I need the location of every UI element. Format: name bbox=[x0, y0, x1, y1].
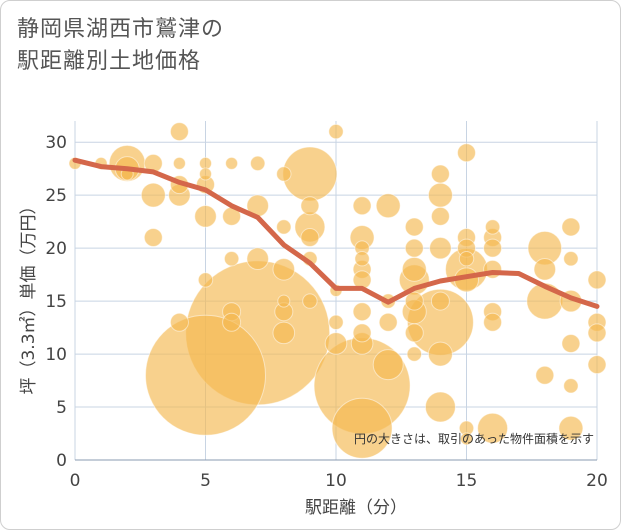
y-tick-label: 30 bbox=[45, 133, 67, 153]
y-tick-label: 0 bbox=[56, 451, 67, 471]
y-tick-label: 10 bbox=[45, 345, 67, 365]
data-bubble bbox=[169, 312, 189, 332]
data-bubble bbox=[483, 238, 503, 258]
x-tick-label: 10 bbox=[325, 471, 347, 491]
data-bubble bbox=[277, 294, 291, 308]
x-axis-label: 駅距離（分） bbox=[305, 498, 407, 518]
data-bubble bbox=[587, 323, 607, 343]
data-bubble bbox=[460, 432, 473, 446]
data-bubble bbox=[172, 156, 186, 170]
trend-series bbox=[72, 157, 600, 309]
y-tick-label: 20 bbox=[45, 239, 67, 259]
data-bubble bbox=[535, 365, 555, 385]
data-bubble bbox=[404, 217, 424, 237]
data-bubble bbox=[401, 256, 427, 282]
data-bubble bbox=[430, 206, 450, 226]
data-bubble bbox=[427, 341, 453, 367]
bubble-series bbox=[68, 122, 607, 459]
data-bubble bbox=[483, 312, 503, 332]
data-bubble bbox=[324, 332, 348, 355]
data-bubble bbox=[375, 193, 401, 219]
data-bubble bbox=[429, 236, 452, 260]
data-bubble bbox=[272, 258, 296, 281]
x-tick-label: 5 bbox=[200, 471, 211, 491]
chart-title: 静岡県湖西市鷲津の 駅距離別土地価格 bbox=[17, 14, 224, 78]
axis-ticks: 0 5 10 15 20 0 5 10 15 20 25 30 bbox=[45, 133, 607, 491]
data-bubble bbox=[354, 251, 370, 267]
y-tick-label: 15 bbox=[45, 292, 67, 312]
y-tick-label: 25 bbox=[45, 186, 67, 206]
data-bubble bbox=[225, 156, 239, 170]
data-bubble bbox=[300, 228, 320, 248]
data-bubble bbox=[194, 205, 217, 228]
data-bubble bbox=[404, 291, 424, 311]
data-bubble bbox=[558, 415, 584, 441]
data-bubble bbox=[587, 270, 607, 290]
data-bubble bbox=[199, 167, 212, 181]
data-bubble bbox=[145, 314, 266, 436]
data-bubble bbox=[352, 323, 372, 343]
data-bubble bbox=[222, 312, 242, 332]
chart-title-line1: 静岡県湖西市鷲津の bbox=[17, 17, 225, 42]
data-bubble bbox=[328, 314, 344, 330]
x-tick-label: 20 bbox=[586, 471, 608, 491]
data-bubble bbox=[250, 155, 266, 172]
data-bubble bbox=[427, 182, 453, 208]
data-bubble bbox=[272, 321, 296, 345]
data-bubble bbox=[372, 349, 404, 381]
x-tick-label: 0 bbox=[70, 471, 81, 491]
data-bubble bbox=[276, 166, 292, 182]
data-bubble bbox=[140, 182, 166, 208]
data-bubble bbox=[404, 323, 424, 343]
data-bubble bbox=[477, 412, 509, 444]
data-bubble bbox=[458, 251, 475, 267]
data-bubble bbox=[302, 293, 318, 309]
data-bubble bbox=[563, 378, 579, 394]
chart-title-line2: 駅距離別土地価格 bbox=[17, 49, 202, 74]
data-bubble bbox=[561, 217, 581, 237]
data-bubble bbox=[563, 251, 579, 267]
data-bubble bbox=[276, 219, 292, 235]
y-tick-label: 5 bbox=[56, 398, 67, 418]
data-bubble bbox=[352, 302, 372, 322]
data-bubble bbox=[406, 346, 422, 362]
data-bubble bbox=[430, 164, 450, 184]
data-bubble bbox=[352, 196, 372, 216]
data-bubble bbox=[424, 391, 456, 423]
data-bubble bbox=[484, 219, 501, 235]
data-bubble bbox=[378, 312, 398, 332]
data-bubble bbox=[587, 355, 607, 375]
data-bubble bbox=[143, 228, 163, 248]
data-bubble bbox=[328, 123, 344, 140]
data-bubble bbox=[561, 333, 581, 353]
data-bubble bbox=[223, 251, 240, 267]
data-bubble bbox=[404, 238, 424, 258]
data-bubble bbox=[246, 247, 270, 271]
data-bubble bbox=[197, 272, 214, 288]
data-bubble bbox=[169, 122, 189, 142]
data-bubble bbox=[430, 291, 450, 311]
y-axis-label: 坪（3.3㎡）単価（万円） bbox=[19, 197, 39, 394]
trend-line bbox=[72, 157, 600, 309]
data-bubble bbox=[331, 397, 393, 459]
data-bubble bbox=[533, 258, 557, 281]
bubble-size-note: 円の大きさは、取引のあった物件面積を示す bbox=[354, 431, 594, 446]
x-tick-label: 15 bbox=[456, 471, 478, 491]
data-bubble bbox=[457, 143, 476, 163]
data-bubble bbox=[300, 196, 320, 216]
